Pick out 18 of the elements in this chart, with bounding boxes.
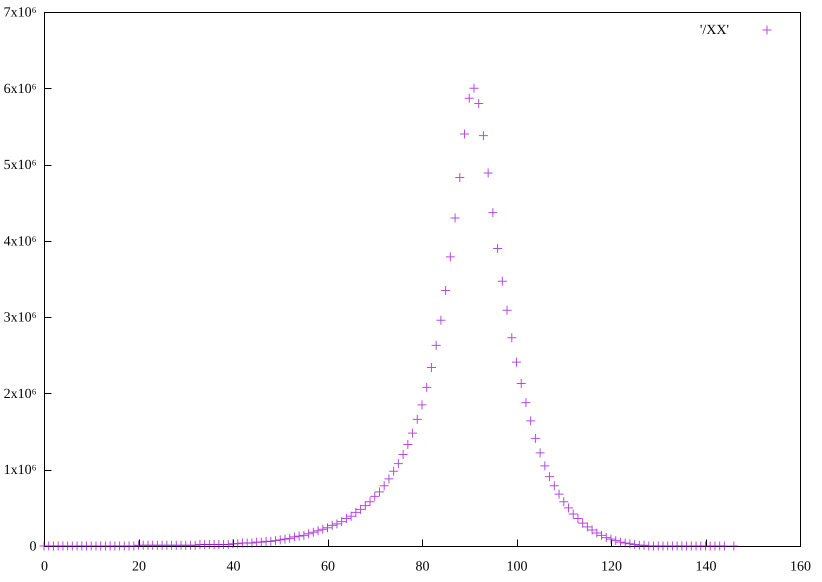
x-tick-label: 60 [321, 560, 335, 574]
x-tick-label: 80 [416, 560, 430, 574]
y-tick-label: 3x10⁶ [4, 310, 37, 326]
x-tick-label: 40 [226, 560, 240, 574]
legend-label: '/XX' [700, 23, 729, 38]
y-tick-label: 6x10⁶ [4, 82, 37, 97]
x-tick-label: 140 [696, 560, 716, 574]
y-tick-label: 4x10⁶ [4, 234, 37, 250]
y-tick-label: 5x10⁶ [4, 158, 37, 174]
x-tick-label: 0 [41, 560, 48, 574]
y-tick-label: 2x10⁶ [4, 386, 37, 402]
y-tick-label: 1x10⁶ [4, 463, 37, 478]
x-tick-label: 160 [790, 560, 811, 574]
y-tick-label: 7x10⁶ [4, 6, 37, 20]
x-tick-label: 120 [601, 560, 622, 574]
y-tick-label: 0 [30, 540, 36, 554]
x-tick-label: 100 [506, 560, 528, 574]
x-tick-label: 20 [132, 560, 146, 574]
